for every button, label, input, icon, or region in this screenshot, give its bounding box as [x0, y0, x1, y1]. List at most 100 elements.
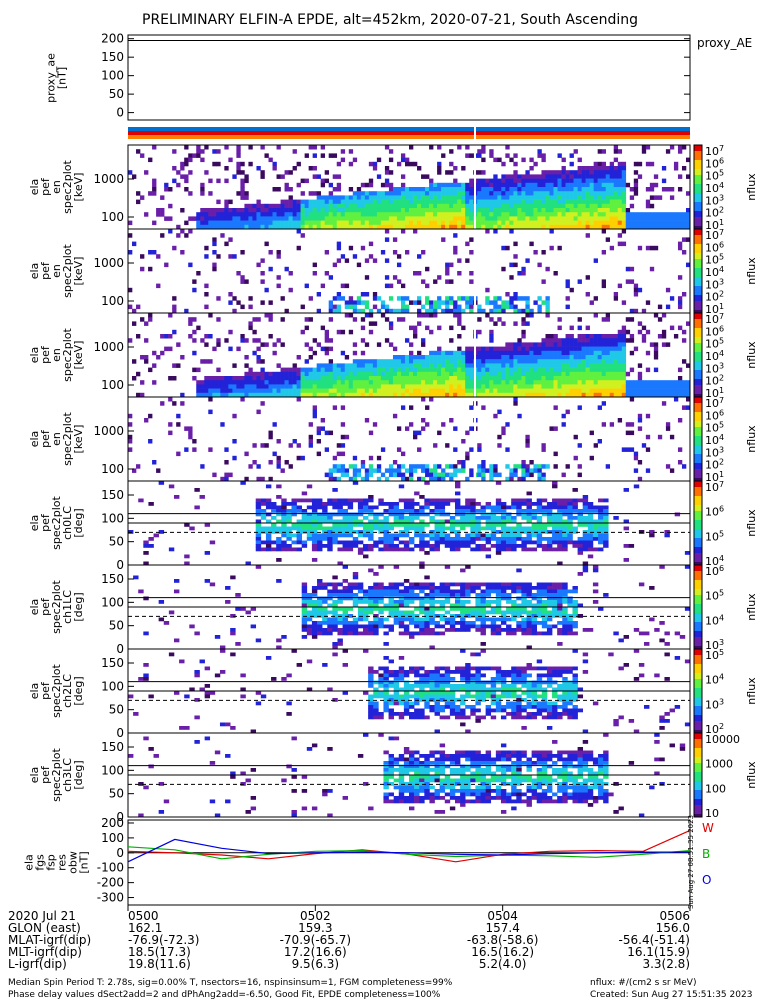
spectrogram-cell [240, 384, 245, 389]
spectrogram-cell [332, 468, 338, 473]
spectrogram-cell [533, 220, 538, 226]
spectrogram-cell [441, 376, 446, 381]
spectrogram-cell [228, 392, 233, 398]
spectrogram-cell [509, 350, 514, 356]
spectrogram-cell [587, 523, 594, 527]
spectrogram-cell [396, 308, 402, 314]
spectrogram-cell [545, 304, 550, 310]
spectrogram-cell [429, 350, 434, 356]
spectrogram-cell [312, 392, 317, 398]
spectrogram-cell [561, 346, 566, 352]
spectrogram-cell [625, 447, 631, 452]
spectrogram-cell [255, 523, 262, 527]
spectrogram-cell [301, 610, 308, 615]
spectrogram-cell [396, 187, 402, 192]
spectrogram-cell [414, 631, 420, 636]
spectrogram-cell [637, 287, 643, 293]
spectrogram-cell [409, 363, 414, 368]
spectrogram-cell [557, 561, 563, 566]
spectrogram-cell [256, 388, 261, 394]
spectrogram-cell [573, 384, 578, 389]
spectrogram-cell [489, 350, 494, 356]
spectrogram-cell [485, 516, 492, 520]
spectrogram-cell [613, 195, 619, 200]
spectrogram-cell [409, 593, 415, 597]
spectrogram-cell [553, 359, 558, 364]
spectrogram-cell [645, 220, 651, 226]
spectrogram-cell [465, 363, 470, 368]
spectrogram-cell [637, 418, 643, 423]
spectrogram-cell [525, 388, 530, 394]
spectrogram-cell [316, 216, 321, 221]
spectrogram-cell [388, 596, 394, 601]
spectrogram-cell [469, 187, 474, 192]
spectrogram-cell [525, 195, 530, 200]
spectrogram-cell [444, 621, 451, 625]
spectrogram-cell [653, 195, 659, 200]
spectrogram-cell [601, 283, 606, 289]
spectrogram-cell [352, 600, 359, 604]
spectrogram-cell [439, 533, 446, 538]
spectrogram-cell [493, 388, 498, 394]
spectrogram-cell [475, 502, 481, 506]
spectrogram-cell [557, 359, 562, 364]
spectrogram-cell [344, 380, 350, 385]
spectrogram-cell [260, 380, 265, 385]
spectrogram-cell [541, 476, 546, 482]
spectrogram-cell [255, 498, 262, 503]
spectrogram-cell [465, 212, 470, 217]
spectrogram-cell [152, 178, 157, 184]
spectrogram-cell [513, 468, 518, 473]
spectrogram-cell [348, 376, 354, 381]
spectrogram-cell [172, 149, 177, 154]
spectrogram-cell [188, 426, 193, 431]
spectrogram-cell [553, 220, 558, 226]
spectrogram-cell [557, 533, 563, 538]
spectrogram-cell [280, 174, 285, 179]
spectrogram-cell [311, 558, 318, 562]
spectrogram-cell [582, 495, 589, 499]
spectrogram-cell [368, 384, 374, 389]
spectrogram-cell [276, 638, 282, 643]
spectrogram-cell [573, 342, 578, 347]
spectrogram-cell [308, 296, 313, 301]
spectrogram-cell [417, 384, 422, 389]
spectrogram-cell [557, 317, 562, 322]
spectrogram-cell [603, 533, 609, 538]
spectrogram-cell [500, 516, 507, 520]
spectrogram-cell [260, 476, 265, 482]
spectrogram-cell [525, 321, 530, 326]
spectrogram-cell [469, 212, 474, 217]
spectrogram-cell [633, 287, 639, 293]
spectrogram-cell [380, 363, 386, 368]
spectrogram-cell [625, 216, 631, 221]
spectrogram-cell [337, 502, 343, 506]
spectrogram-cell [403, 523, 410, 527]
spectrogram-cell [311, 614, 318, 618]
spectrogram-cell [441, 153, 446, 158]
spectrogram-cell [581, 208, 586, 213]
spectrogram-cell [569, 363, 574, 368]
spectrogram-cell [340, 371, 346, 377]
spectrogram-cell [449, 418, 454, 423]
spectrogram-cell [537, 199, 542, 205]
spectrogram-cell [168, 422, 173, 427]
spectrogram-cell [356, 300, 362, 305]
spectrogram-cell [597, 363, 602, 368]
spectrogram-cell [429, 195, 434, 200]
spectrogram-cell [288, 464, 293, 469]
spectrogram-cell [457, 212, 462, 217]
spectrogram-cell [485, 224, 490, 230]
spectrogram-cell [228, 388, 233, 394]
spectrogram-cell [625, 392, 631, 398]
spectrogram-cell [477, 363, 482, 368]
spectrogram-cell [637, 476, 643, 482]
spectrogram-cell [260, 371, 265, 377]
spectrogram-cell [176, 233, 181, 238]
spectrogram-cell [609, 346, 615, 352]
spectrogram-cell [521, 472, 526, 478]
spectrogram-cell [633, 455, 639, 461]
spectrogram-cell [308, 317, 313, 322]
spectrogram-cell [291, 523, 297, 527]
spectrogram-cell [477, 443, 482, 448]
